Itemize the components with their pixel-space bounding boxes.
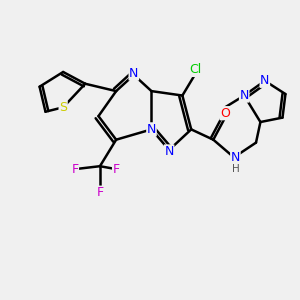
Text: F: F bbox=[71, 163, 79, 176]
Text: F: F bbox=[96, 186, 103, 199]
Text: F: F bbox=[112, 163, 120, 176]
Text: N: N bbox=[164, 145, 174, 158]
Text: N: N bbox=[260, 74, 269, 87]
Text: H: H bbox=[232, 164, 239, 173]
Text: Cl: Cl bbox=[190, 63, 202, 76]
Text: N: N bbox=[231, 151, 240, 164]
Text: N: N bbox=[239, 89, 249, 102]
Text: S: S bbox=[59, 101, 67, 114]
Text: N: N bbox=[129, 67, 139, 80]
Text: O: O bbox=[220, 107, 230, 120]
Text: N: N bbox=[147, 123, 156, 136]
